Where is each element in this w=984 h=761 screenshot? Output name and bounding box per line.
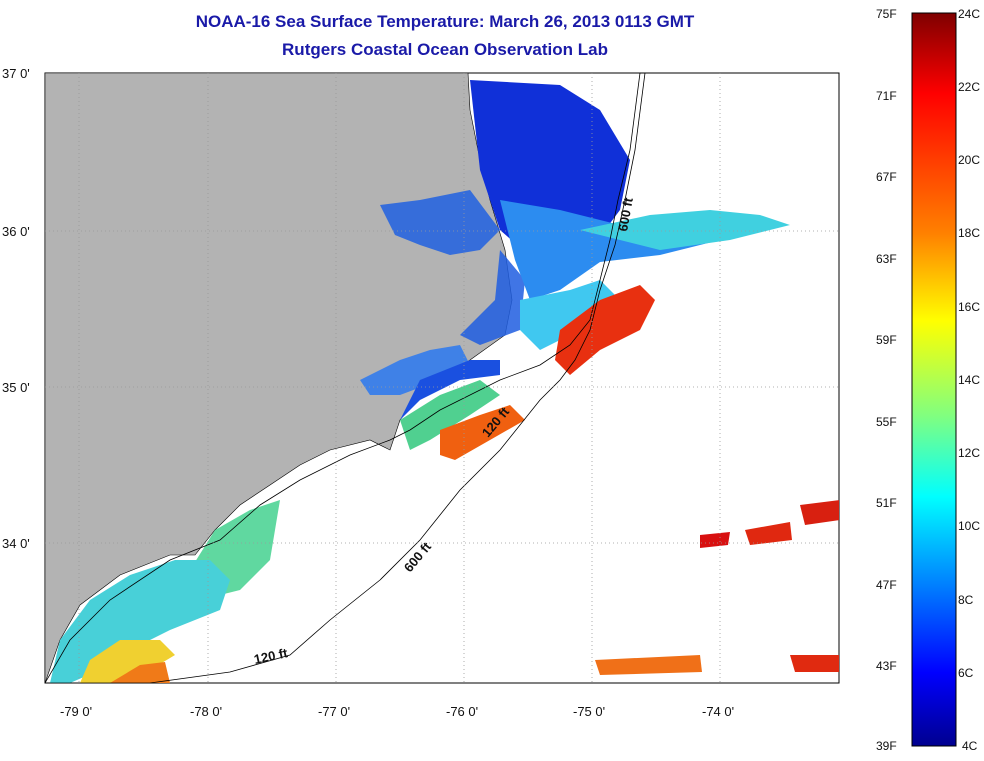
sst-cyan-off — [580, 210, 790, 250]
lon-label-76: -76 0' — [446, 704, 478, 719]
lon-label-78: -78 0' — [190, 704, 222, 719]
contour-600ft — [45, 73, 646, 683]
cb-c-4: 16C — [958, 300, 980, 314]
cb-c-10: 4C — [962, 739, 978, 753]
sst-cyan-lobe — [520, 280, 620, 350]
cb-f-7: 47F — [876, 578, 897, 592]
sst-orange-east — [595, 655, 702, 675]
sst-red-east-3 — [745, 522, 792, 545]
lat-label-36: 36 0' — [2, 224, 30, 239]
sst-cyan-bight — [50, 560, 230, 683]
cb-c-1: 22C — [958, 80, 980, 94]
lon-label-74: -74 0' — [702, 704, 734, 719]
cb-f-2: 67F — [876, 170, 897, 184]
contour-label-120-south: 120 ft — [253, 645, 290, 667]
lat-label-37: 37 0' — [2, 66, 30, 81]
cb-f-1: 71F — [876, 89, 897, 103]
cb-c-5: 14C — [958, 373, 980, 387]
sst-orange-bight — [110, 662, 170, 683]
lat-label-35: 35 0' — [2, 380, 30, 395]
cb-c-3: 18C — [958, 226, 980, 240]
cb-c-8: 8C — [958, 593, 974, 607]
lon-label-75: -75 0' — [573, 704, 605, 719]
sound-water — [380, 190, 500, 255]
sst-blue-coast — [400, 360, 500, 420]
cb-f-3: 63F — [876, 252, 897, 266]
contour-label-600-north: 600 ft — [615, 196, 636, 233]
cb-c-2: 20C — [958, 153, 980, 167]
cb-f-6: 51F — [876, 496, 897, 510]
map-subtitle: Rutgers Coastal Ocean Observation Lab — [282, 40, 608, 59]
colorbar — [911, 12, 957, 747]
cb-f-5: 55F — [876, 415, 897, 429]
sst-warm-south — [440, 405, 525, 460]
cb-f-8: 43F — [876, 659, 897, 673]
grid — [45, 73, 839, 683]
cb-c-6: 12C — [958, 446, 980, 460]
lon-label-79: -79 0' — [60, 704, 92, 719]
sst-warm-core — [555, 285, 655, 375]
cb-f-0: 75F — [876, 7, 897, 21]
sst-yellow-bight — [80, 640, 175, 683]
map-title: NOAA-16 Sea Surface Temperature: March 2… — [195, 12, 695, 31]
lat-label-34: 34 0' — [2, 536, 30, 551]
sst-red-se — [790, 655, 839, 672]
cb-c-0: 24C — [958, 7, 980, 21]
cb-f-9: 39F — [876, 739, 897, 753]
sst-red-east-1 — [700, 532, 730, 548]
contour-120ft — [45, 73, 641, 683]
cb-c-7: 10C — [958, 519, 980, 533]
sound-water-3 — [360, 345, 470, 395]
cb-c-9: 6C — [958, 666, 974, 680]
lon-label-77: -77 0' — [318, 704, 350, 719]
cb-f-4: 59F — [876, 333, 897, 347]
sst-red-east-2 — [800, 500, 839, 525]
sound-water-2 — [460, 250, 525, 345]
sst-green-shelf — [400, 380, 500, 450]
